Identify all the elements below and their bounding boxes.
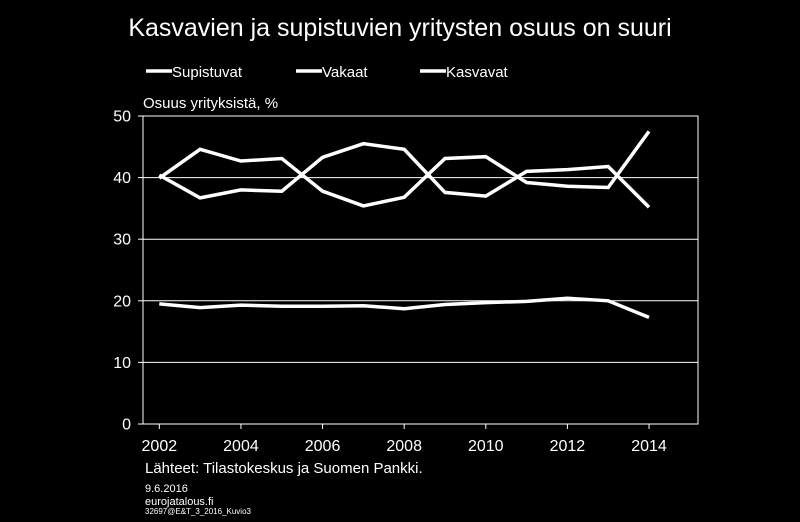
legend-label-vakaat: Vakaat [322,64,368,81]
series-lines [158,130,651,320]
y-axis: 0 10 20 30 40 50 [113,109,143,434]
grid-lines [143,177,698,363]
x-tick-label-2006: 2006 [305,438,341,455]
y-tick-label-50: 50 [113,109,131,126]
y-tick-label-30: 30 [113,232,131,249]
legend: Supistuvat Vakaat Kasvavat [146,64,509,81]
y-tick-label-20: 20 [113,293,131,310]
x-tick-label-2002: 2002 [142,438,178,455]
footer-site: eurojatalous.fi [145,496,214,508]
series-line-kasvavat [158,130,651,208]
legend-label-supistuvat: Supistuvat [172,64,243,81]
y-axis-label: Osuus yrityksistä, % [143,95,278,112]
y-tick-label-10: 10 [113,355,131,372]
x-tick-label-2008: 2008 [386,438,422,455]
source-text: Lähteet: Tilastokeskus ja Suomen Pankki. [145,460,423,477]
x-axis: 2002 2004 2006 2008 2010 2012 2014 [142,424,667,455]
y-tick-label-0: 0 [122,417,131,434]
series-line-vakaat [159,296,650,320]
legend-label-kasvavat: Kasvavat [446,64,509,81]
series-line-supistuvat [158,141,651,209]
chart-title: Kasvavien ja supistuvien yritysten osuus… [128,14,672,42]
plot-frame [142,115,699,425]
x-tick-label-2004: 2004 [223,438,259,455]
x-tick-label-2014: 2014 [631,438,667,455]
x-tick-label-2010: 2010 [468,438,504,455]
x-tick-label-2012: 2012 [550,438,586,455]
footer-date: 9.6.2016 [145,483,188,495]
footer-code: 32697@E&T_3_2016_Kuvio3 [145,507,252,516]
y-tick-label-40: 40 [113,170,131,187]
